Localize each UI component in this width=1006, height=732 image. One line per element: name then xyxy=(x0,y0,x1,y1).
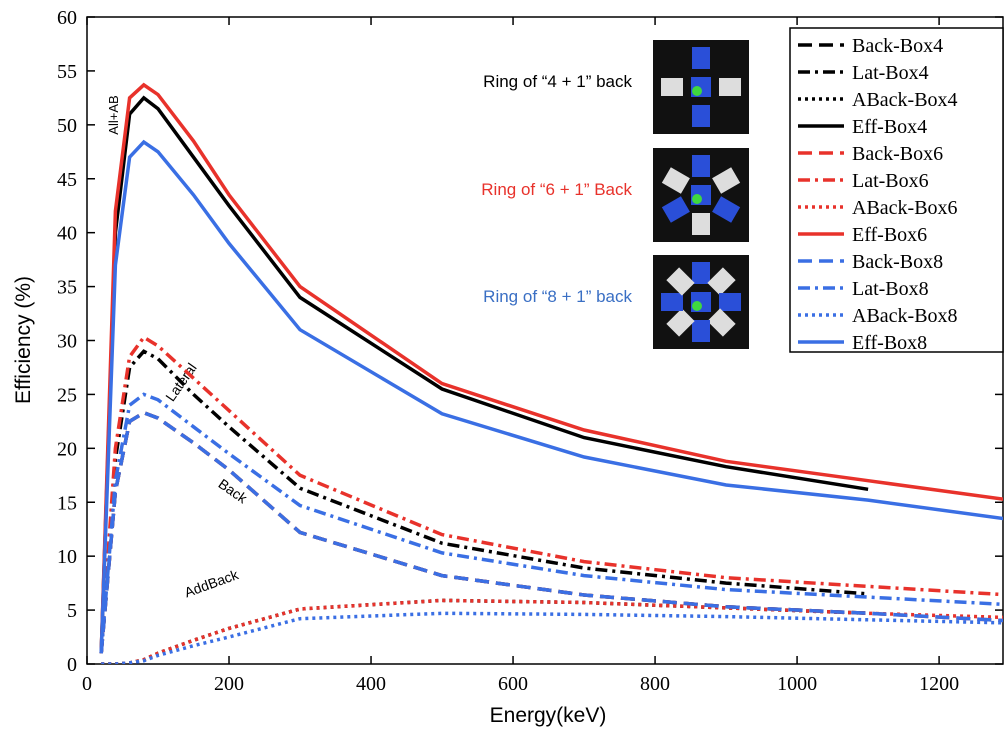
legend-box xyxy=(789,27,1004,353)
crystal xyxy=(692,213,710,235)
legend-label: Back-Box6 xyxy=(852,143,943,165)
series-line xyxy=(101,611,1003,664)
legend-label: Back-Box4 xyxy=(852,35,943,57)
crystal xyxy=(666,267,695,296)
series-line xyxy=(99,95,869,654)
y-tick-label: 10 xyxy=(57,546,77,568)
series-line xyxy=(99,82,1003,654)
annotation: Back xyxy=(216,475,251,507)
y-tick-label: 60 xyxy=(57,7,77,29)
x-tick-label: 1200 xyxy=(919,673,959,695)
x-tick-label: 200 xyxy=(214,673,244,695)
crystal xyxy=(661,167,690,194)
inset-label: Ring of “4 + 1” back xyxy=(483,72,632,91)
crystal xyxy=(661,196,690,223)
legend-label: Lat-Box4 xyxy=(852,62,929,84)
crystal xyxy=(661,78,683,96)
crystal xyxy=(692,301,702,311)
plot-lines xyxy=(99,82,1003,664)
y-tick-label: 25 xyxy=(57,384,77,406)
series-line xyxy=(101,598,1003,664)
legend-label: ABack-Box6 xyxy=(852,197,958,219)
y-axis-label: Efficiency (%) xyxy=(12,276,35,404)
crystal xyxy=(712,196,741,223)
crystal xyxy=(712,167,741,194)
y-tick-label: 5 xyxy=(67,600,77,622)
crystal xyxy=(707,267,736,296)
legend-label: Lat-Box6 xyxy=(852,170,929,192)
crystal xyxy=(692,105,710,127)
x-tick-label: 600 xyxy=(498,673,528,695)
legend-label: Back-Box8 xyxy=(852,251,943,273)
y-tick-label: 50 xyxy=(57,115,77,137)
crystal xyxy=(666,308,695,337)
crystal xyxy=(719,78,741,96)
legend-label: ABack-Box8 xyxy=(852,305,958,327)
crystal xyxy=(661,293,683,311)
crystal xyxy=(719,293,741,311)
x-tick-label: 800 xyxy=(640,673,670,695)
annotation: AddBack xyxy=(182,566,241,601)
crystal xyxy=(692,320,710,342)
legend-label: Eff-Box4 xyxy=(852,116,927,138)
legend-label: ABack-Box4 xyxy=(852,89,958,111)
legend-label: Eff-Box6 xyxy=(852,224,927,246)
crystal xyxy=(692,262,710,284)
inset-label: Ring of “8 + 1” back xyxy=(483,287,632,306)
legend-label: Eff-Box8 xyxy=(852,332,927,354)
crystal xyxy=(707,308,736,337)
y-tick-label: 0 xyxy=(67,654,77,676)
x-axis-label: Energy(keV) xyxy=(490,704,607,727)
annotation: All+AB xyxy=(106,95,121,134)
crystal xyxy=(692,155,710,177)
legend-label: Lat-Box8 xyxy=(852,278,929,300)
series-line xyxy=(99,334,1003,654)
y-tick-label: 15 xyxy=(57,492,77,514)
crystal xyxy=(692,47,710,69)
y-tick-label: 35 xyxy=(57,277,77,299)
x-tick-label: 400 xyxy=(356,673,386,695)
inset-label: Ring of “6 + 1” Back xyxy=(481,180,632,199)
y-tick-label: 40 xyxy=(57,223,77,245)
crystal xyxy=(692,194,702,204)
series-line xyxy=(99,139,1003,654)
x-tick-label: 0 xyxy=(82,673,92,695)
y-tick-label: 55 xyxy=(57,61,77,83)
series-line xyxy=(99,410,869,654)
series-line xyxy=(99,410,1003,654)
y-tick-label: 20 xyxy=(57,438,77,460)
y-tick-label: 30 xyxy=(57,331,77,353)
y-tick-label: 45 xyxy=(57,169,77,191)
crystal xyxy=(692,86,702,96)
x-tick-label: 1000 xyxy=(777,673,817,695)
